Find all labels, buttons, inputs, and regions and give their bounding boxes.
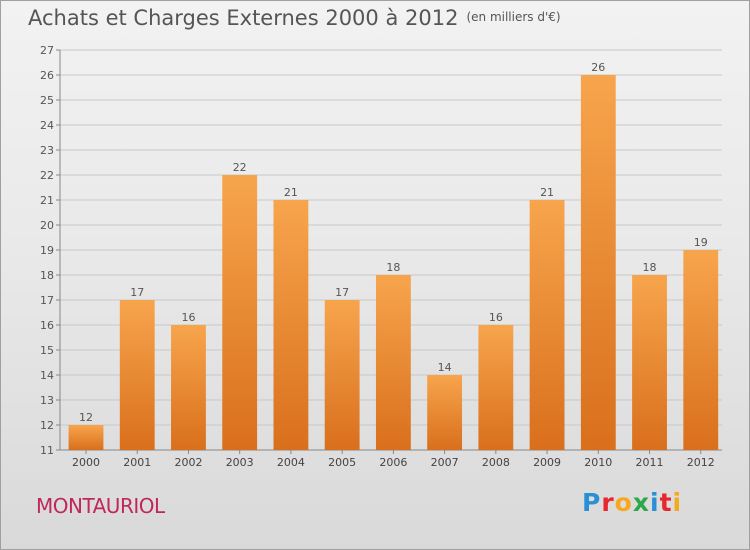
y-tick-label: 24 [40, 119, 54, 132]
x-tick-label: 2007 [431, 456, 459, 469]
bar [683, 250, 719, 450]
x-tick-label: 2004 [277, 456, 305, 469]
data-label: 19 [694, 236, 708, 249]
commune-name: MONTAURIOL [36, 494, 165, 518]
labels: 11 12 13 14 15 16 17 18 19 20 21 22 23 24 25 26 27 12 2000… [40, 44, 715, 469]
bar [171, 325, 206, 450]
x-tick-label: 2001 [123, 456, 151, 469]
x-tick-label: 2008 [482, 456, 510, 469]
y-tick-label: 17 [40, 294, 54, 307]
x-tick-label: 2002 [174, 456, 202, 469]
logo-letter: P [582, 488, 602, 517]
y-tick-label: 25 [40, 94, 54, 107]
y-tick-label: 27 [40, 44, 54, 57]
bar [119, 300, 155, 450]
logo-letter: i [672, 488, 683, 517]
y-tick-label: 12 [40, 419, 54, 432]
bar [375, 275, 411, 450]
y-tick-label: 16 [40, 319, 54, 332]
logo-letter: o [614, 488, 633, 517]
bar [529, 200, 565, 450]
y-tick-label: 21 [40, 194, 54, 207]
bars [68, 75, 719, 450]
data-label: 16 [181, 311, 195, 324]
x-tick-label: 2012 [687, 456, 715, 469]
y-tick-label: 20 [40, 219, 54, 232]
logo-letter: t [659, 488, 673, 517]
y-tick-label: 14 [40, 369, 54, 382]
bar [580, 75, 616, 450]
data-label: 26 [591, 61, 605, 74]
bar [273, 200, 309, 450]
data-label: 21 [540, 186, 554, 199]
x-tick-label: 2009 [533, 456, 561, 469]
x-tick-label: 2003 [226, 456, 254, 469]
chart-unit: (en milliers d'€) [466, 10, 561, 24]
y-tick-label: 22 [40, 169, 54, 182]
y-tick-label: 15 [40, 344, 54, 357]
y-tick-label: 26 [40, 69, 54, 82]
y-tick-label: 19 [40, 244, 54, 257]
data-label: 18 [643, 261, 657, 274]
bar [478, 325, 514, 450]
x-tick-label: 2006 [379, 456, 407, 469]
y-tick-label: 23 [40, 144, 54, 157]
data-label: 12 [79, 411, 93, 424]
x-tick-label: 2005 [328, 456, 356, 469]
data-label: 21 [284, 186, 298, 199]
x-tick-label: 2010 [584, 456, 612, 469]
data-label: 18 [386, 261, 400, 274]
bar [427, 375, 463, 450]
logo-letter: r [601, 488, 615, 517]
data-label: 16 [489, 311, 503, 324]
y-tick-label: 13 [40, 394, 54, 407]
logo-letter: i [650, 488, 660, 517]
bar [68, 425, 104, 450]
data-label: 17 [130, 286, 144, 299]
x-tick-label: 2000 [72, 456, 100, 469]
bar [632, 275, 667, 450]
y-tick-label: 18 [40, 269, 54, 282]
bar [324, 300, 360, 450]
data-label: 17 [335, 286, 349, 299]
chart-title: Achats et Charges Externes 2000 à 2012 (e… [28, 6, 561, 30]
bar [222, 175, 258, 450]
x-tick-label: 2011 [636, 456, 664, 469]
data-label: 14 [438, 361, 452, 374]
data-label: 22 [233, 161, 247, 174]
proxiti-logo: Proxiti [582, 488, 682, 517]
y-tick-label: 11 [40, 444, 54, 457]
logo-letter: x [632, 488, 650, 517]
chart-title-text: Achats et Charges Externes 2000 à 2012 [28, 6, 459, 30]
